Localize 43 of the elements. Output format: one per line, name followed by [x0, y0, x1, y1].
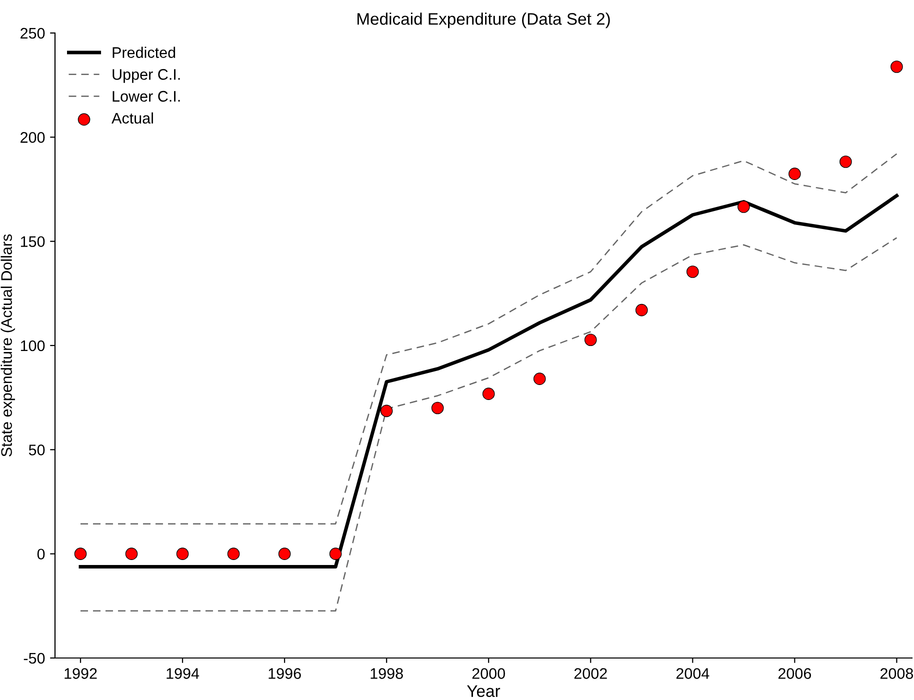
point	[738, 200, 750, 213]
x-tick-label: 2002	[574, 668, 607, 679]
line-series	[78, 194, 898, 568]
x-tick-label: 2000	[472, 668, 505, 679]
line-series	[80, 237, 898, 612]
chart-title: Medicaid Expenditure (Data Set 2)	[357, 12, 610, 28]
x-tick-label: 1992	[64, 668, 97, 679]
point	[482, 388, 495, 400]
point	[788, 168, 801, 180]
point	[584, 334, 597, 346]
x-tick-label: 2004	[676, 668, 710, 679]
x-tick-label: 2008	[880, 668, 914, 679]
x-tick-label: 1998	[370, 668, 403, 679]
point	[329, 548, 342, 560]
x-tick-label: 1996	[268, 668, 301, 679]
point	[431, 402, 444, 414]
x-tick-label: 1994	[166, 668, 200, 679]
line-series	[80, 153, 898, 524]
y-tick-label: 250	[20, 28, 45, 39]
legend-label: Predicted	[112, 46, 176, 58]
point	[635, 304, 648, 316]
x-tick-label: 2006	[778, 668, 811, 679]
legend-label: Lower C.I.	[112, 90, 180, 102]
legend-label: Upper C.I.	[112, 69, 180, 83]
point	[227, 548, 240, 560]
y-tick-label: 50	[28, 444, 45, 456]
point	[380, 404, 393, 418]
point	[890, 60, 903, 73]
y-tick-label: 150	[20, 236, 45, 248]
y-axis-title: State expenditure (Actual Dollars	[0, 234, 15, 456]
point	[74, 548, 87, 560]
y-tick-label: -50	[24, 652, 45, 664]
point	[125, 548, 138, 560]
point	[686, 266, 699, 278]
point	[278, 548, 291, 560]
point	[176, 548, 189, 560]
y-tick-label: 0	[37, 548, 45, 560]
point	[840, 156, 852, 168]
legend-label: Actual	[112, 112, 153, 124]
y-tick-label: 200	[20, 132, 45, 143]
x-axis-title: Year	[467, 685, 500, 697]
point	[533, 372, 546, 385]
y-tick-label: 100	[20, 340, 45, 352]
